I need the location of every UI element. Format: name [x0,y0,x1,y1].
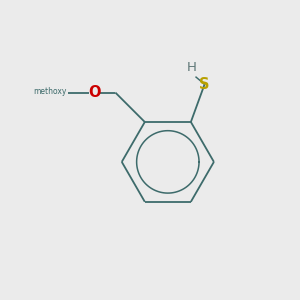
Text: O: O [88,85,101,100]
Text: H: H [186,61,196,74]
Text: methoxy: methoxy [33,87,66,96]
Text: S: S [199,77,210,92]
